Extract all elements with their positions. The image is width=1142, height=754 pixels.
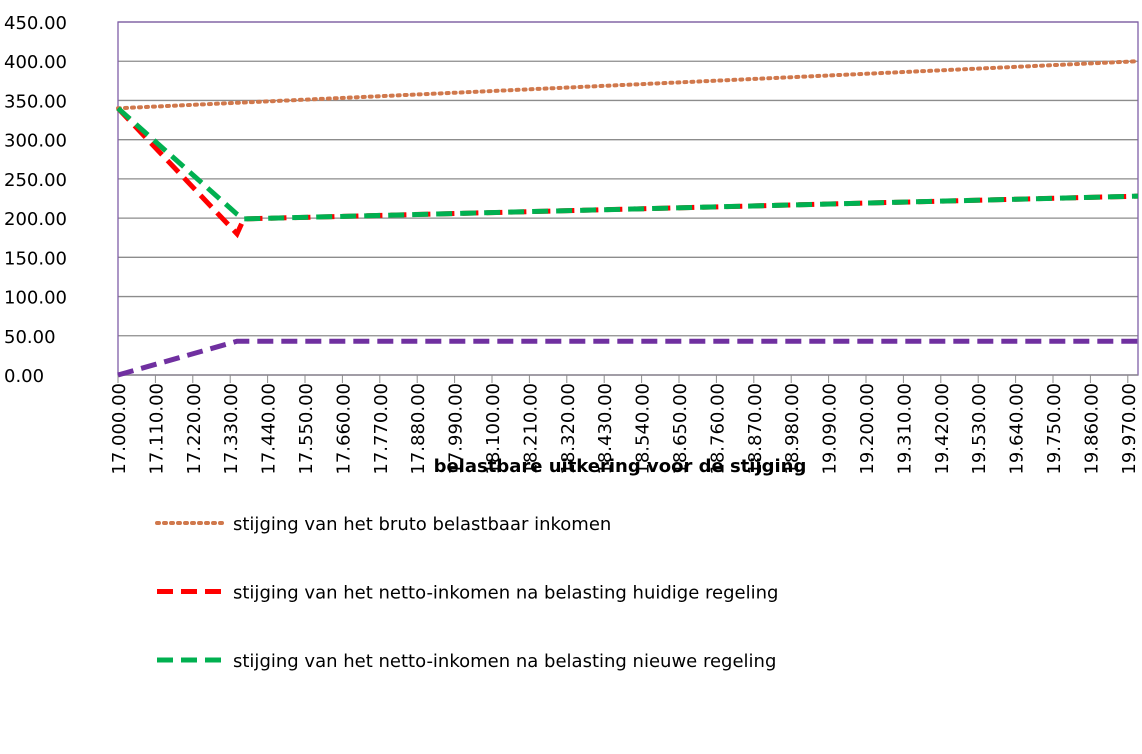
x-tick-label: 19.860.00 [1081,383,1102,475]
y-tick-label: 0.00 [4,366,44,387]
x-tick-label: 18.320.00 [558,383,579,475]
series-line [116,106,1139,222]
x-tick-label: 19.530.00 [969,383,990,475]
x-tick-label: 17.770.00 [371,383,392,475]
y-tick-label: 200.00 [4,209,67,230]
x-tick-label: 18.980.00 [782,383,803,475]
x-tick-label: 18.430.00 [595,383,616,475]
legend-label: stijging van het bruto belastbaar inkome… [233,514,611,535]
y-tick-label: 50.00 [4,327,56,348]
x-tick-label: 19.750.00 [1044,383,1065,475]
y-tick-label: 350.00 [4,91,67,112]
series-line [116,106,1139,239]
x-tick-label: 18.210.00 [520,383,541,475]
x-tick-label: 18.870.00 [745,383,766,475]
plot-border [117,21,1139,376]
x-tick-label: 19.420.00 [932,383,953,475]
x-tick-label: 17.220.00 [184,383,205,475]
x-tick-label: 18.650.00 [670,383,691,475]
y-tick-label: 100.00 [4,288,67,309]
x-tick-label: 17.110.00 [146,383,167,475]
x-tick-label: 18.540.00 [633,383,654,475]
legend-label: stijging van het netto-inkomen na belast… [233,651,776,672]
x-tick-label: 18.760.00 [707,383,728,475]
x-tick-label: 19.310.00 [894,383,915,475]
y-tick-label: 150.00 [4,248,67,269]
series-line [116,59,1140,111]
x-tick-label: 17.440.00 [259,383,280,475]
y-tick-label: 250.00 [4,170,67,191]
x-tick-label: 17.660.00 [333,383,354,475]
y-tick-label: 300.00 [4,131,67,152]
series-line [117,338,1138,378]
x-tick-label: 18.100.00 [483,383,504,475]
x-tick-label: 19.200.00 [857,383,878,475]
x-tick-label: 17.880.00 [408,383,429,475]
legend-label: stijging van het netto-inkomen na belast… [233,583,778,604]
x-tick-label: 17.990.00 [446,383,467,475]
x-tick-label: 17.000.00 [109,383,130,475]
x-axis-title: belastbare uitkering voor de stijging [434,456,807,477]
x-tick-label: 17.550.00 [296,383,317,475]
x-tick-label: 19.640.00 [1007,383,1028,475]
x-tick-label: 19.970.00 [1119,383,1140,475]
x-tick-label: 17.330.00 [221,383,242,475]
y-tick-label: 450.00 [4,13,67,34]
x-tick-label: 19.090.00 [820,383,841,475]
y-tick-label: 400.00 [4,52,67,73]
